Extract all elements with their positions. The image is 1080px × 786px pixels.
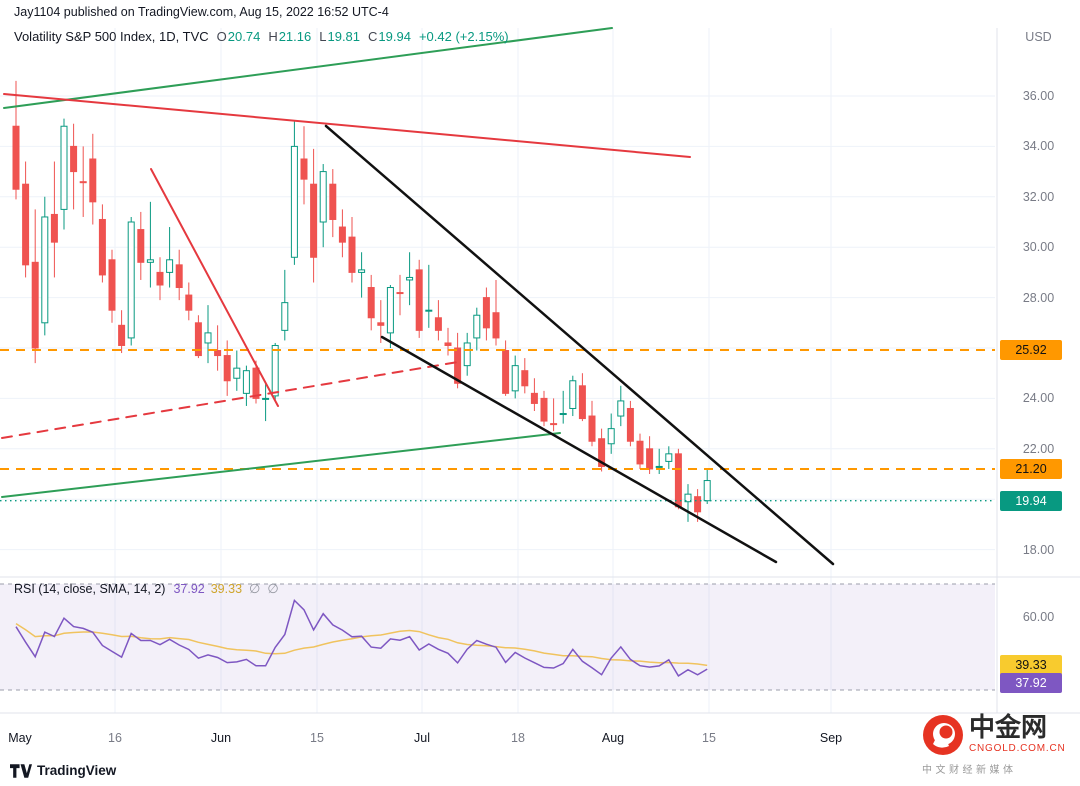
cngold-watermark: 中金网 CNGOLD.COM.CN 中文财经新媒体 xyxy=(922,712,1078,776)
time-label[interactable]: Jun xyxy=(210,731,232,745)
time-label[interactable]: Jul xyxy=(414,731,430,745)
publish-info: Jay1104 published on TradingView.com, Au… xyxy=(14,5,389,19)
time-label[interactable]: Aug xyxy=(601,731,625,745)
rsi-hide-icon[interactable]: ∅ xyxy=(267,581,279,596)
tradingview-brand[interactable]: TradingView xyxy=(10,763,116,778)
may-downtrend-red[interactable] xyxy=(150,168,279,407)
cngold-tagline: 中文财经新媒体 xyxy=(922,765,1017,776)
time-label[interactable]: May xyxy=(8,731,32,745)
falling-wedge-lower-black[interactable] xyxy=(380,335,778,564)
support-level-badge: 21.20 xyxy=(1000,459,1062,479)
rsi-value-badge: 37.92 xyxy=(1000,673,1062,693)
ohlc-open-value: 20.74 xyxy=(227,29,261,44)
price-tick: 32.00 xyxy=(1022,190,1055,204)
candlestick-series xyxy=(12,80,711,522)
rsi-legend: RSI (14, close, SMA, 14, 2) 37.92 39.33 ∅ ∅ xyxy=(14,581,279,597)
time-label[interactable]: 16 xyxy=(108,731,122,745)
rsi-hide-icon[interactable]: ∅ xyxy=(249,581,261,596)
price-tick: 18.00 xyxy=(1022,543,1055,557)
price-axis-currency: USD xyxy=(1025,30,1052,44)
rsi-value: 37.92 xyxy=(173,582,205,596)
rising-support-green[interactable] xyxy=(1,432,561,498)
ohlc-close-label: C xyxy=(368,29,378,44)
price-tick: 24.00 xyxy=(1022,391,1055,405)
price-tick: 36.00 xyxy=(1022,89,1055,103)
price-tick: 28.00 xyxy=(1022,291,1055,305)
rising-support-dashed-red[interactable] xyxy=(1,361,459,439)
resistance-trendline-green[interactable] xyxy=(3,27,613,109)
ohlc-close-value: 19.94 xyxy=(378,29,411,44)
ohlc-low-value: 19.81 xyxy=(327,29,361,44)
change-value: +0.42 (+2.15%) xyxy=(418,29,509,44)
symbol-title[interactable]: Volatility S&P 500 Index, 1D, TVC xyxy=(14,29,209,44)
price-axis[interactable]: 36.00 34.00 32.00 30.00 28.00 24.00 22.00 18.00… xyxy=(997,0,1080,713)
rsi-ma-value: 39.33 xyxy=(210,582,243,596)
time-axis[interactable]: May 16 Jun 15 Jul 18 Aug 15 Sep xyxy=(0,713,996,755)
ohlc-high-value: 21.16 xyxy=(278,29,312,44)
resistance-trendline-red[interactable] xyxy=(3,93,691,158)
ohlc-high-label: H xyxy=(268,29,278,44)
last-price-badge: 19.94 xyxy=(1000,491,1062,511)
rsi-ma-badge: 39.33 xyxy=(1000,655,1062,675)
resistance-level-badge: 25.92 xyxy=(1000,340,1062,360)
price-tick: 22.00 xyxy=(1022,442,1055,456)
ohlc-open-label: O xyxy=(216,29,227,44)
time-label[interactable]: 15 xyxy=(310,731,324,745)
ohlc-low-label: L xyxy=(319,29,327,44)
time-label[interactable]: Sep xyxy=(819,731,843,745)
cngold-logo-icon xyxy=(923,715,963,755)
time-label[interactable]: 15 xyxy=(702,731,716,745)
falling-wedge-upper-black[interactable] xyxy=(324,124,835,566)
rsi-band xyxy=(0,584,995,690)
chart-legend: Volatility S&P 500 Index, 1D, TVC O20.74 H… xyxy=(14,29,509,44)
tradingview-logo-icon xyxy=(10,763,32,778)
rsi-axis-tick: 60.00 xyxy=(1022,610,1055,624)
rsi-line xyxy=(15,598,708,677)
cngold-domain: CNGOLD.COM.CN xyxy=(969,743,1066,754)
time-label[interactable]: 18 xyxy=(511,731,525,745)
price-tick: 34.00 xyxy=(1022,139,1055,153)
rsi-title[interactable]: RSI (14, close, SMA, 14, 2) xyxy=(14,582,166,596)
price-tick: 30.00 xyxy=(1022,240,1055,254)
tradingview-wordmark: TradingView xyxy=(37,763,117,778)
cngold-name: 中金网 xyxy=(969,712,1048,742)
